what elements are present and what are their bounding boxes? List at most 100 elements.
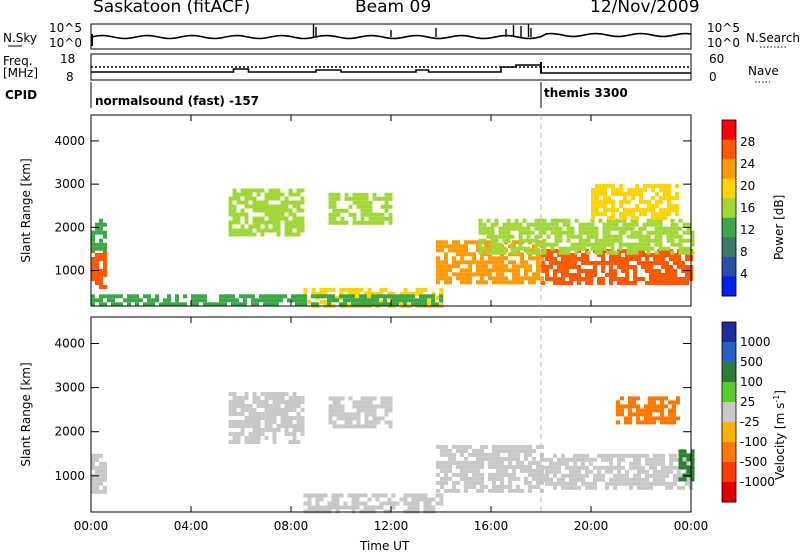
echo-cell: [613, 485, 617, 490]
echo-cell: [486, 250, 491, 255]
echo-cell: [577, 465, 581, 470]
echo-cell: [637, 485, 641, 490]
echo-cell: [271, 294, 275, 299]
echo-cell: [248, 188, 253, 193]
echo-cell: [175, 294, 179, 299]
echo-cell: [506, 238, 511, 243]
echo-cell: [276, 392, 281, 396]
echo-cell: [244, 420, 249, 424]
echo-cell: [598, 250, 603, 255]
echo-cell: [440, 244, 444, 249]
echo-cell: [468, 476, 472, 481]
echo-cell: [500, 480, 504, 485]
echo-cell: [652, 404, 656, 409]
echo-cell: [368, 404, 373, 409]
echo-cell: [240, 432, 245, 436]
echo-cell: [645, 269, 649, 273]
echo-cell: [522, 226, 527, 231]
echo-cell: [642, 246, 647, 251]
echo-cell: [661, 477, 665, 482]
echo-cell: [480, 460, 484, 465]
echo-cell: [371, 505, 376, 510]
echo-cell: [550, 230, 555, 235]
echo-cell: [292, 220, 297, 225]
echo-cell: [276, 408, 281, 412]
echo-cell: [444, 452, 448, 457]
echo-cell: [657, 277, 661, 281]
echo-cell: [336, 416, 341, 421]
echo-cell: [634, 230, 639, 235]
echo-cell: [659, 196, 663, 201]
echo-cell: [558, 238, 563, 243]
echo-cell: [360, 200, 365, 205]
echo-cell: [500, 472, 504, 477]
echo-cell: [368, 200, 373, 205]
echo-cell: [436, 460, 440, 465]
echo-cell: [594, 250, 599, 255]
echo-cell: [415, 302, 419, 307]
echo-cell: [344, 220, 349, 225]
echo-cell: [690, 457, 695, 462]
echo-cell: [496, 484, 500, 489]
colorbar-tick-label: 25: [740, 395, 755, 409]
echo-cell: [288, 440, 293, 444]
echo-cell: [476, 280, 480, 285]
echo-cell: [663, 208, 667, 213]
echo-cell: [403, 497, 408, 502]
echo-cell: [653, 261, 657, 265]
echo-cell: [570, 226, 575, 231]
echo-cell: [677, 277, 681, 281]
echo-cell: [610, 242, 615, 247]
echo-cell: [609, 281, 613, 285]
echo-cell: [609, 461, 613, 466]
echo-cell: [292, 404, 297, 408]
echo-cell: [665, 465, 669, 470]
echo-cell: [411, 294, 415, 299]
echo-cell: [561, 273, 565, 277]
echo-cell: [526, 238, 531, 243]
echo-cell: [464, 488, 468, 493]
echo-cell: [264, 436, 269, 440]
echo-cell: [667, 212, 671, 217]
echo-cell: [637, 249, 641, 253]
echo-cell: [99, 238, 103, 243]
echo-cell: [103, 294, 107, 299]
echo-cell: [520, 264, 524, 269]
echo-cell: [356, 412, 361, 417]
echo-cell: [328, 204, 333, 209]
x-tick-label: 20:00: [574, 519, 609, 533]
echo-cell: [364, 408, 369, 413]
colorbar-swatch: [722, 256, 736, 277]
echo-cell: [637, 477, 641, 482]
echo-cell: [476, 272, 480, 277]
echo-cell: [652, 408, 656, 413]
echo-cell: [482, 246, 487, 251]
echo-cell: [605, 453, 609, 458]
echo-cell: [464, 272, 468, 277]
colorbar-tick-label: -25: [740, 415, 760, 429]
echo-cell: [364, 416, 369, 421]
echo-cell: [667, 208, 671, 213]
echo-cell: [647, 204, 651, 209]
echo-cell: [399, 298, 403, 303]
echo-cell: [228, 224, 233, 229]
echo-cell: [577, 453, 581, 458]
echo-cell: [494, 246, 499, 251]
echo-cell: [436, 472, 440, 477]
echo-cell: [553, 277, 557, 281]
echo-cell: [657, 473, 661, 478]
y-tick-label: 4000: [54, 134, 85, 148]
echo-cell: [444, 280, 448, 285]
echo-cell: [482, 230, 487, 235]
echo-cell: [520, 256, 524, 261]
colorbar-swatch: [722, 362, 736, 383]
echo-cell: [652, 416, 656, 421]
echo-cell: [625, 253, 629, 257]
echo-cell: [311, 291, 316, 296]
echo-cell: [602, 234, 607, 239]
echo-cell: [95, 242, 99, 247]
echo-cell: [506, 230, 511, 235]
echo-cell: [288, 408, 293, 412]
echo-cell: [256, 424, 261, 428]
echo-cell: [347, 291, 352, 296]
